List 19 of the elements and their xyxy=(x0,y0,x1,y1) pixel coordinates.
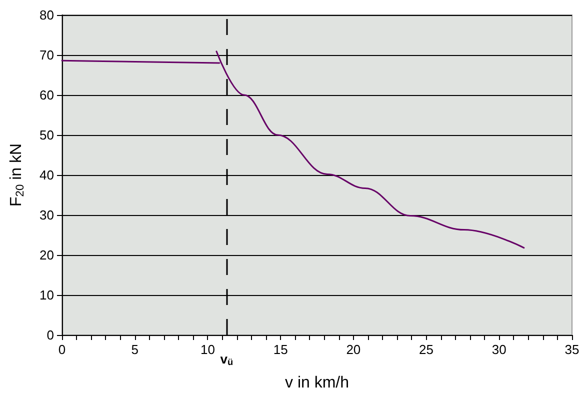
y-tick-label: 10 xyxy=(40,288,54,302)
x-tick-label: 15 xyxy=(273,342,288,357)
x-tick-label: 10 xyxy=(200,342,215,357)
x-tick-label: 25 xyxy=(419,342,434,357)
x-tick-label: 0 xyxy=(58,342,66,357)
y-tick-label: 50 xyxy=(40,128,54,142)
x-tick-label: 5 xyxy=(131,342,138,357)
x-axis-title: v in km/h xyxy=(284,374,350,392)
y-tick-label: 0 xyxy=(46,328,54,342)
y-tick-label: 80 xyxy=(40,8,54,22)
y-tick-label: 70 xyxy=(40,48,54,62)
y-tick-label: 20 xyxy=(40,248,54,262)
y-tick-label: 60 xyxy=(40,88,54,102)
x-tick-label: 30 xyxy=(492,342,506,357)
y-tick-label: 40 xyxy=(40,168,54,182)
y-axis-title: F20 in kN xyxy=(8,143,26,207)
x-tick-label: 35 xyxy=(564,342,580,357)
y-tick-label: 30 xyxy=(40,208,54,222)
x-tick-label: 20 xyxy=(346,342,361,357)
